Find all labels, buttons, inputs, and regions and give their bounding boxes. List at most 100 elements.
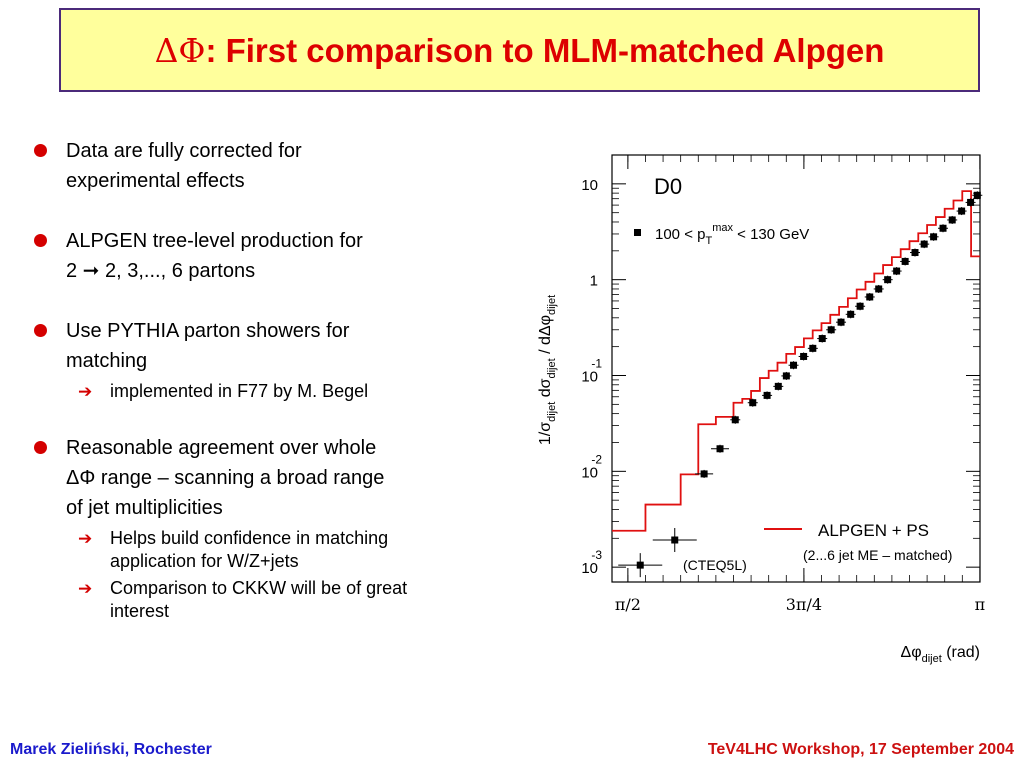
bullet-dot-icon: [34, 234, 47, 247]
sub-bullet-item: ➔ Helps build confidence in matching appli…: [66, 527, 504, 573]
data-point: [911, 249, 919, 257]
data-point: [716, 445, 724, 453]
legend-data-label-part: 100 < p: [655, 226, 705, 243]
data-point: [948, 216, 956, 224]
bullet-item: Reasonable agreement over whole ΔΦ range …: [34, 433, 504, 623]
experiment-label: D0: [654, 174, 682, 199]
sub-bullet-text-line: implemented in F77 by M. Begel: [110, 381, 369, 401]
y-tick-label-part: 10: [581, 369, 598, 386]
bullet-dot-icon: [34, 324, 47, 337]
arrow-right-icon: ➔: [78, 382, 93, 401]
data-point: [866, 293, 874, 301]
data-point: [893, 267, 901, 275]
data-point: [636, 561, 644, 569]
x-axis-title-part: Δφ: [901, 644, 922, 661]
x-axis-title-part: dijet: [922, 653, 942, 665]
legend-data-label-part: T: [705, 235, 712, 247]
y-axis-title-part: dσ: [537, 378, 554, 401]
sub-bullet-text-line: interest: [110, 601, 170, 621]
y-tick-label: 10: [581, 560, 598, 577]
data-point: [809, 344, 817, 352]
bullet-text-line: experimental effects: [66, 170, 245, 192]
legend-theory-label: ALPGEN + PS: [818, 521, 929, 540]
data-point: [930, 233, 938, 241]
bullet-item: Use PYTHIA parton showers for matching ➔ im…: [34, 316, 504, 403]
data-point: [939, 224, 947, 232]
y-tick-label-part: 1: [590, 273, 598, 290]
legend-theory-sublabel: (2...6 jet ME – matched): [803, 547, 952, 563]
data-point: [763, 391, 771, 399]
sub-bullet-item: ➔ Comparison to CKKW will be of great inte…: [66, 577, 504, 623]
slide-title-box: ΔΦ: First comparison to MLM-matched Alpg…: [59, 8, 980, 92]
slide-title: ΔΦ: First comparison to MLM-matched Alpg…: [155, 31, 885, 70]
y-tick-label-part: 10: [581, 177, 598, 194]
data-point: [827, 326, 835, 334]
data-point: [671, 536, 679, 544]
arrow-right-icon: ➔: [78, 529, 93, 548]
data-point: [967, 198, 975, 206]
data-point: [837, 318, 845, 326]
bullet-item: ALPGEN tree-level production for 2 ➞ 2, 3…: [34, 226, 504, 286]
data-point: [847, 310, 855, 318]
data-point: [920, 240, 928, 248]
y-axis-title-part: dijet: [546, 295, 558, 315]
bullet-text-line: matching: [66, 350, 148, 372]
delta-phi-symbol: ΔΦ: [154, 30, 206, 70]
y-tick-label: 10: [581, 369, 598, 386]
y-axis-title-part: dijet: [546, 402, 558, 422]
y-tick-exponent: -1: [591, 357, 602, 371]
sub-bullet-text-line: application for W/Z+jets: [110, 551, 299, 571]
plot-frame: [611, 154, 981, 583]
bullet-list: Data are fully corrected for experimental…: [34, 136, 504, 653]
slide-title-text: : First comparison to MLM-matched Alpgen: [205, 31, 885, 69]
x-axis-title-part: (rad): [942, 644, 980, 661]
bullet-text-line: ΔΦ range – scanning a broad range: [66, 467, 385, 489]
x-tick-label: π: [975, 595, 986, 614]
y-tick-exponent: -3: [591, 548, 602, 562]
bullet-item: Data are fully corrected for experimental…: [34, 136, 504, 196]
y-tick-exponent: -2: [591, 452, 602, 466]
bullet-text-line: Use PYTHIA parton showers for: [66, 320, 350, 342]
sub-bullet-text-line: Helps build confidence in matching: [110, 528, 389, 548]
y-tick-label: 10: [581, 177, 598, 194]
pdf-label: (CTEQ5L): [683, 557, 747, 573]
sub-bullet-text-line: Comparison to CKKW will be of great: [110, 578, 408, 598]
alpgen-histogram: [612, 190, 980, 532]
bullet-text-line: Data are fully corrected for: [66, 140, 302, 162]
bullet-text-line: ALPGEN tree-level production for: [66, 230, 363, 252]
arrow-right-icon: ➔: [78, 579, 93, 598]
legend-data-label-part: < 130 GeV: [733, 226, 809, 243]
y-tick-label-part: 10: [581, 560, 598, 577]
y-axis-title-part: 1/σ: [537, 422, 554, 445]
y-axis-title-part: dijet: [546, 358, 558, 378]
data-point: [958, 207, 966, 215]
data-point: [884, 276, 892, 284]
data-point: [749, 399, 757, 407]
data-point: [774, 382, 782, 390]
data-point: [782, 372, 790, 380]
x-axis-title: Δφdijet (rad): [901, 644, 980, 665]
sub-bullet-item: ➔ implemented in F77 by M. Begel: [66, 380, 504, 403]
data-point: [800, 352, 808, 360]
legend-data-marker: [634, 229, 641, 236]
y-tick-label-part: 10: [581, 464, 598, 481]
legend-data-label-part: max: [712, 222, 733, 234]
dphi-chart: 10 1 10 -1 10 -2 10 -3 π/2 3π/4 π D0 100 < pTmax < 1…: [520, 140, 1000, 670]
data-point: [973, 191, 981, 199]
data-point: [901, 257, 909, 265]
data-point: [790, 361, 798, 369]
y-axis-title: 1/σdijet dσdijet / dΔφdijet: [537, 295, 558, 445]
data-point: [731, 416, 739, 424]
bullet-text-line: 2 ➞ 2, 3,..., 6 partons: [66, 260, 256, 282]
data-point: [875, 285, 883, 293]
bullet-dot-icon: [34, 441, 47, 454]
legend-data-label: 100 < pTmax < 130 GeV: [655, 222, 809, 247]
data-point: [856, 302, 864, 310]
y-tick-label: 10: [581, 464, 598, 481]
footer-event: TeV4LHC Workshop, 17 September 2004: [707, 741, 1014, 758]
bullet-dot-icon: [34, 144, 47, 157]
bullet-text-line: of jet multiplicities: [66, 497, 223, 519]
data-point: [700, 470, 708, 478]
y-axis-title-part: / dΔφ: [537, 315, 554, 358]
